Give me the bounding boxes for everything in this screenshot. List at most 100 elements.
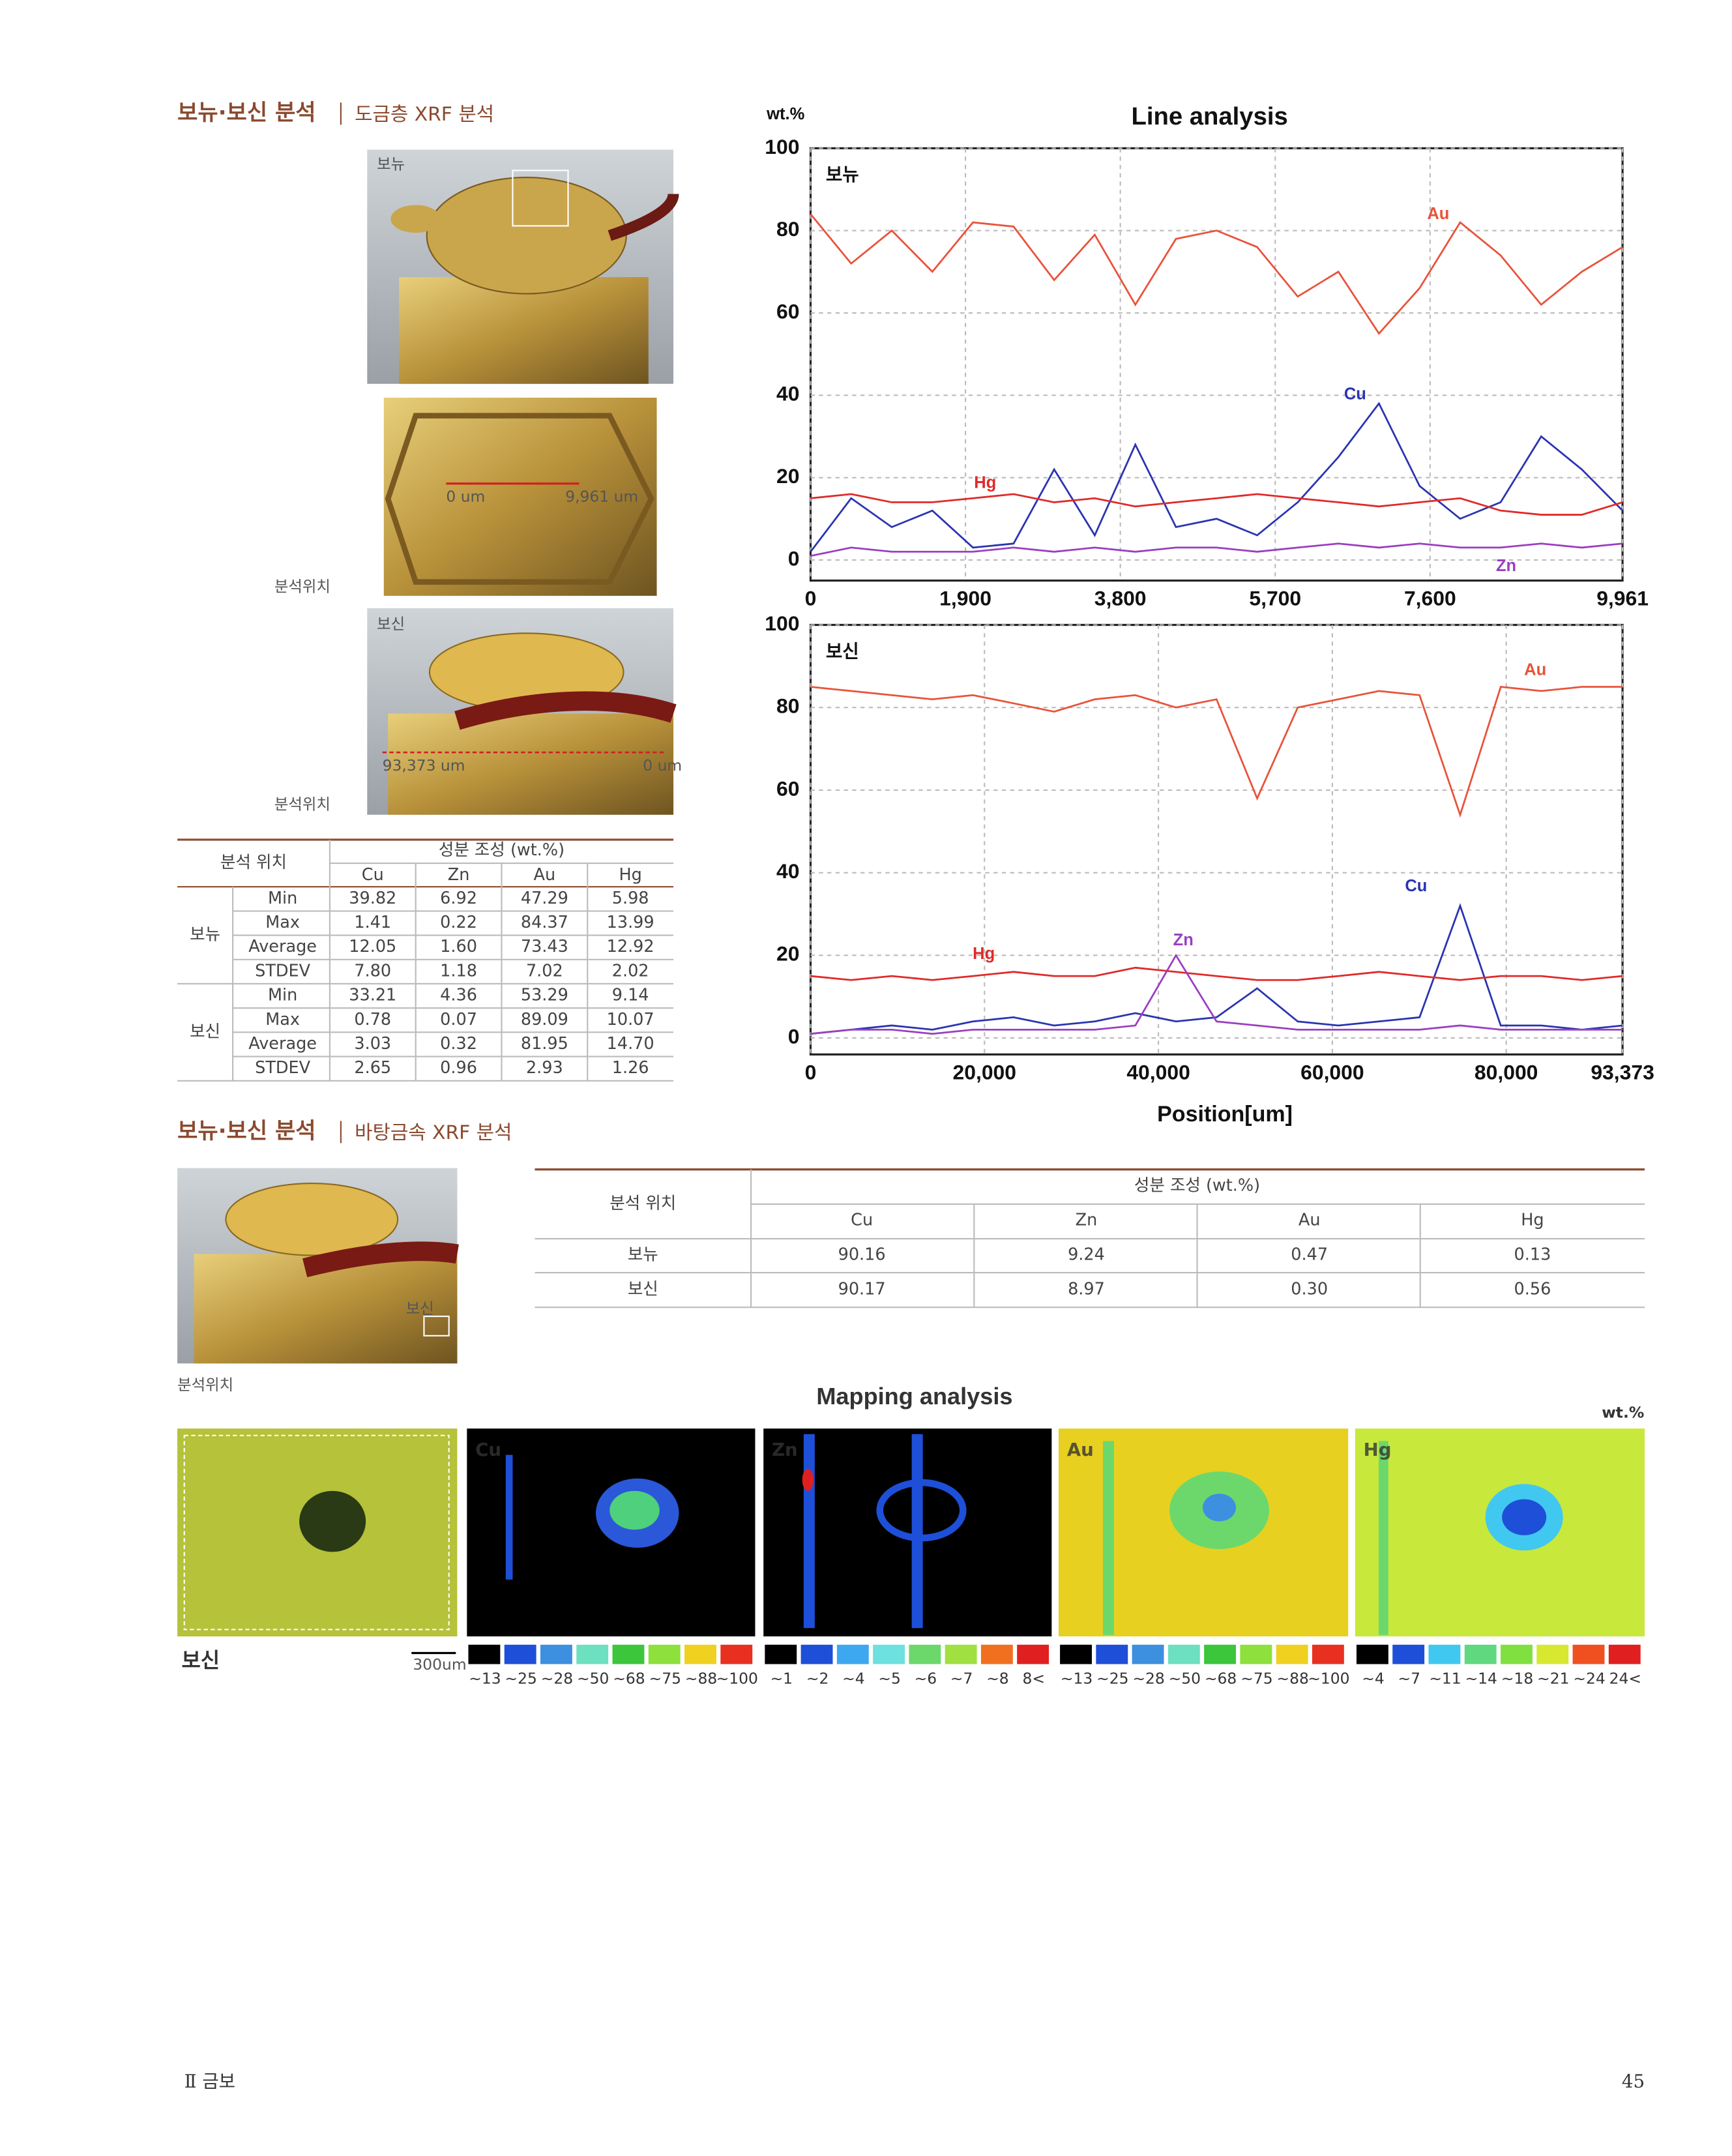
plot-area — [809, 147, 1624, 582]
legend-swatch — [1501, 1644, 1533, 1664]
series-label: Au — [1427, 205, 1449, 223]
legend-swatch — [765, 1644, 797, 1664]
legend-swatch — [1167, 1644, 1200, 1664]
scale-label: 0 um — [446, 487, 485, 505]
x-tick-label: 40,000 — [1126, 1061, 1190, 1084]
table-cell: 12.92 — [607, 937, 654, 956]
legend-swatch — [540, 1644, 572, 1664]
section-subtitle: 도금층 XRF 분석 — [355, 103, 494, 126]
legend-swatch — [1096, 1644, 1128, 1664]
legend-label: ~5 — [878, 1669, 900, 1687]
table-cell: 7.80 — [354, 961, 391, 981]
y-tick-label: 40 — [776, 859, 799, 883]
table-cell: 89.09 — [521, 1010, 568, 1029]
table-cell: 0.47 — [1291, 1245, 1328, 1265]
table-cell: 1.18 — [440, 961, 477, 981]
series-line — [810, 686, 1623, 818]
table-cell: 1.41 — [354, 913, 391, 932]
section-title: 보뉴·보신 분석 — [177, 1118, 316, 1144]
x-tick-label: 1,900 — [939, 587, 991, 610]
legend-swatch — [945, 1644, 977, 1664]
chart-title: Line analysis — [1132, 102, 1288, 130]
table-cell: 5.98 — [612, 889, 649, 908]
section-title: 보뉴·보신 분석 — [177, 100, 316, 126]
legend-label: ~68 — [1205, 1669, 1237, 1687]
scale-label: 0 um — [643, 756, 682, 775]
legend-label: ~68 — [613, 1669, 645, 1687]
table-cell: 81.95 — [521, 1034, 568, 1054]
table-cell: 7.02 — [526, 961, 563, 981]
x-tick-label: 60,000 — [1300, 1061, 1364, 1084]
legend-swatch — [1464, 1644, 1497, 1664]
map-element: Hg — [1364, 1439, 1392, 1460]
table-cell: 4.36 — [440, 986, 477, 1005]
legend-label: ~25 — [505, 1669, 537, 1687]
legend-label: ~88 — [685, 1669, 717, 1687]
legend-swatch — [612, 1644, 645, 1664]
table-cell: 1.60 — [440, 937, 477, 956]
legend-label: ~75 — [1240, 1669, 1272, 1687]
photo-closeup — [383, 397, 657, 596]
legend-label: ~75 — [649, 1669, 681, 1687]
legend-swatch — [836, 1644, 869, 1664]
map-element: Zn — [772, 1439, 798, 1460]
series-line — [810, 953, 1623, 1035]
table-cell: 13.99 — [607, 913, 654, 932]
y-tick-label: 20 — [776, 464, 799, 488]
table-cell: 9.24 — [1068, 1245, 1105, 1265]
legend-label: ~100 — [716, 1669, 758, 1687]
legend-label: ~13 — [1061, 1669, 1093, 1687]
table-header: 성분 조성 (wt.%) — [1134, 1175, 1260, 1195]
footer-chapter: Ⅱ 금보 — [184, 2071, 235, 2092]
legend-label: ~50 — [577, 1669, 609, 1687]
table-cell: 0.13 — [1514, 1245, 1551, 1265]
legend-label: ~8 — [986, 1669, 1008, 1687]
legend-swatch — [648, 1644, 681, 1664]
x-tick-label: 20,000 — [953, 1061, 1017, 1084]
y-tick-label: 80 — [776, 217, 799, 241]
y-tick-label: 100 — [765, 612, 799, 635]
location-label: 분석위치 — [177, 1376, 233, 1394]
location-label: 분석위치 — [274, 578, 330, 596]
group-label: 보신 — [190, 1022, 220, 1041]
column-header: Cu — [851, 1210, 873, 1230]
row-label: 보신 — [628, 1280, 658, 1299]
legend-swatch — [1572, 1644, 1605, 1664]
series-line — [810, 903, 1623, 1035]
table-cell: 1.26 — [612, 1058, 649, 1078]
table-header: 성분 조성 (wt.%) — [439, 840, 565, 860]
series-label: Hg — [973, 945, 995, 963]
legend-swatch — [1392, 1644, 1425, 1664]
series-label: Cu — [1344, 385, 1366, 403]
column-header: Hg — [619, 865, 641, 885]
scale-label: 9,961 um — [565, 487, 638, 505]
column-header: Cu — [362, 865, 384, 885]
y-tick-label: 60 — [776, 776, 799, 800]
legend-label: ~7 — [1398, 1669, 1420, 1687]
legend-label: ~14 — [1465, 1669, 1497, 1687]
legend-swatch — [909, 1644, 941, 1664]
photo-label: 보신 — [406, 1299, 434, 1318]
y-axis-label: wt.% — [766, 105, 804, 123]
legend-swatch — [1312, 1644, 1344, 1664]
y-tick-label: 100 — [765, 135, 799, 158]
legend-swatch — [684, 1644, 716, 1664]
legend-label: ~1 — [771, 1669, 793, 1687]
table-cell: 0.32 — [440, 1034, 477, 1054]
table-cell: 9.14 — [612, 986, 649, 1005]
photo-bonyu — [367, 149, 679, 384]
series-label: Au — [1524, 660, 1546, 679]
table-cell: 0.78 — [354, 1010, 391, 1029]
legend-swatch — [800, 1644, 833, 1664]
y-tick-label: 60 — [776, 299, 799, 323]
location-label: 분석위치 — [274, 795, 330, 813]
table-cell: 0.56 — [1514, 1280, 1551, 1299]
table-cell: 90.16 — [838, 1245, 886, 1265]
scale-label: 300um — [413, 1655, 466, 1674]
table-header: 분석 위치 — [609, 1194, 676, 1213]
column-header: Zn — [1076, 1210, 1098, 1230]
photo-label: 보뉴 — [377, 155, 405, 173]
photo-bosin — [367, 608, 677, 815]
legend-swatch — [1017, 1644, 1049, 1664]
column-header: Hg — [1521, 1210, 1544, 1230]
